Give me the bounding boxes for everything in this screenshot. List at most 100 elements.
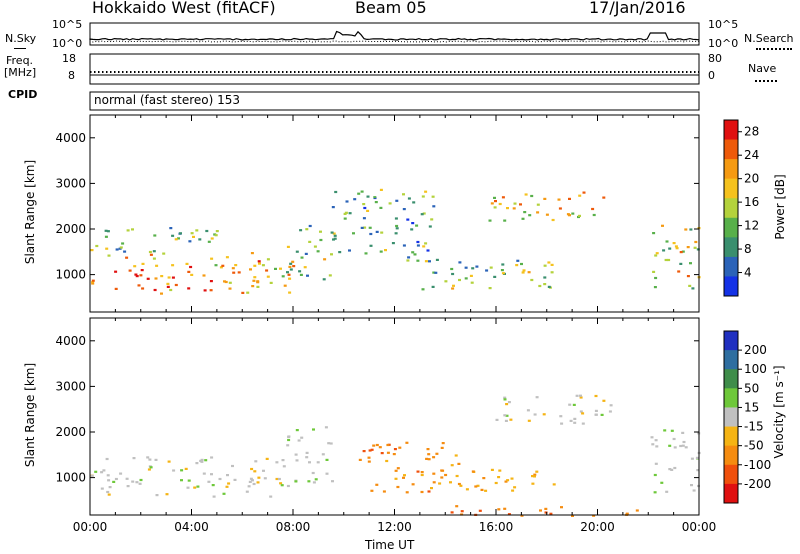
data-cell (465, 488, 469, 491)
data-cell (106, 474, 110, 477)
colorbar-frame (723, 330, 739, 504)
data-cell (112, 480, 116, 483)
data-cell (210, 456, 214, 459)
data-cell (485, 269, 489, 272)
data-cell (334, 190, 338, 194)
data-cell (226, 474, 229, 477)
data-cell (411, 222, 415, 225)
data-cell (363, 206, 367, 210)
data-cell (295, 429, 299, 432)
data-cell (90, 474, 94, 477)
data-cell (543, 283, 547, 286)
data-cell (348, 212, 352, 215)
data-cell (187, 287, 191, 290)
nave-legend-line (755, 80, 777, 82)
data-cell (652, 270, 656, 273)
data-cell (333, 234, 337, 237)
data-cell (402, 244, 406, 247)
data-cell (503, 507, 507, 510)
colorbar-tick-label: -50 (744, 439, 764, 453)
data-cell (679, 444, 683, 448)
data-cell (406, 259, 410, 262)
data-cell (223, 280, 226, 283)
data-cell (360, 226, 364, 229)
data-cell (378, 446, 382, 449)
data-cell (651, 443, 655, 446)
colorbar-tick-label: 20 (744, 172, 759, 186)
nave-tick-bottom: 0 (708, 69, 715, 82)
colorbar-segment (724, 445, 738, 466)
data-cell (167, 276, 171, 279)
noise-right-tick-bottom: 10^0 (708, 37, 739, 50)
data-cell (432, 472, 436, 475)
colorbar-tick-label: -200 (744, 477, 771, 491)
data-cell (300, 256, 304, 259)
data-cell (253, 276, 257, 279)
data-cell (287, 273, 291, 276)
data-cell (314, 478, 318, 481)
data-cell (104, 235, 108, 238)
data-cell (460, 510, 464, 513)
data-cell (106, 490, 110, 494)
data-cell (403, 474, 406, 477)
data-cell (430, 487, 433, 490)
data-cell (227, 482, 231, 485)
data-cell (535, 470, 539, 473)
data-cell (422, 245, 426, 248)
data-cell (573, 417, 577, 420)
data-cell (287, 438, 291, 442)
data-cell (308, 224, 312, 228)
data-cell (594, 413, 598, 416)
data-cell (476, 484, 480, 487)
data-cell (506, 207, 509, 210)
cpid-text: normal (fast stereo) 153 (94, 93, 241, 107)
data-cell (488, 219, 492, 222)
y-tick-label: 4000 (55, 334, 86, 348)
data-cell (581, 422, 585, 425)
data-cell (160, 275, 164, 278)
data-cell (503, 414, 507, 417)
data-cell (469, 274, 473, 277)
data-cell (516, 259, 520, 262)
data-cell (434, 271, 438, 274)
data-cell (160, 292, 163, 295)
data-cell (579, 394, 582, 397)
colorbar-tick-label: 16 (744, 195, 759, 209)
data-cell (332, 238, 335, 241)
data-cell (689, 228, 693, 231)
data-cell (410, 228, 414, 231)
data-cell (684, 228, 688, 231)
data-cell (440, 476, 444, 479)
colorbar-tick-label: 50 (744, 381, 759, 395)
y-tick-label: 4000 (55, 131, 86, 145)
data-cell (202, 274, 206, 277)
data-cell (407, 256, 411, 259)
data-cell (195, 462, 199, 465)
data-cell (210, 473, 213, 476)
data-cell (455, 474, 459, 478)
y-tick-label: 2000 (55, 425, 86, 439)
data-cell (533, 473, 537, 476)
data-cell (416, 240, 420, 244)
data-cell (504, 419, 508, 422)
data-cell (114, 287, 118, 290)
data-cell (172, 469, 176, 472)
data-cell (205, 229, 209, 233)
data-cell (107, 493, 111, 496)
data-cell (406, 218, 410, 221)
data-cell (207, 480, 211, 483)
colorbar-tick-label: 4 (744, 266, 752, 280)
data-cell (286, 271, 289, 274)
data-cell (250, 467, 254, 471)
data-cell (650, 436, 654, 439)
data-cell (367, 460, 371, 463)
data-cell (422, 212, 426, 215)
data-cell (475, 265, 479, 268)
data-cell (125, 477, 129, 480)
data-cell (498, 469, 502, 472)
data-cell (375, 230, 379, 233)
data-cell (338, 251, 342, 254)
y-tick-label: 2000 (55, 222, 86, 236)
data-cell (187, 270, 191, 273)
data-cell (252, 482, 256, 486)
